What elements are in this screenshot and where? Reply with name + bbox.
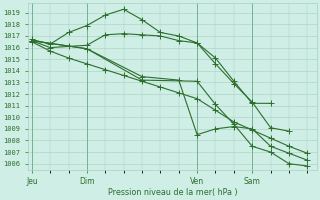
X-axis label: Pression niveau de la mer( hPa ): Pression niveau de la mer( hPa ) [108, 188, 237, 197]
